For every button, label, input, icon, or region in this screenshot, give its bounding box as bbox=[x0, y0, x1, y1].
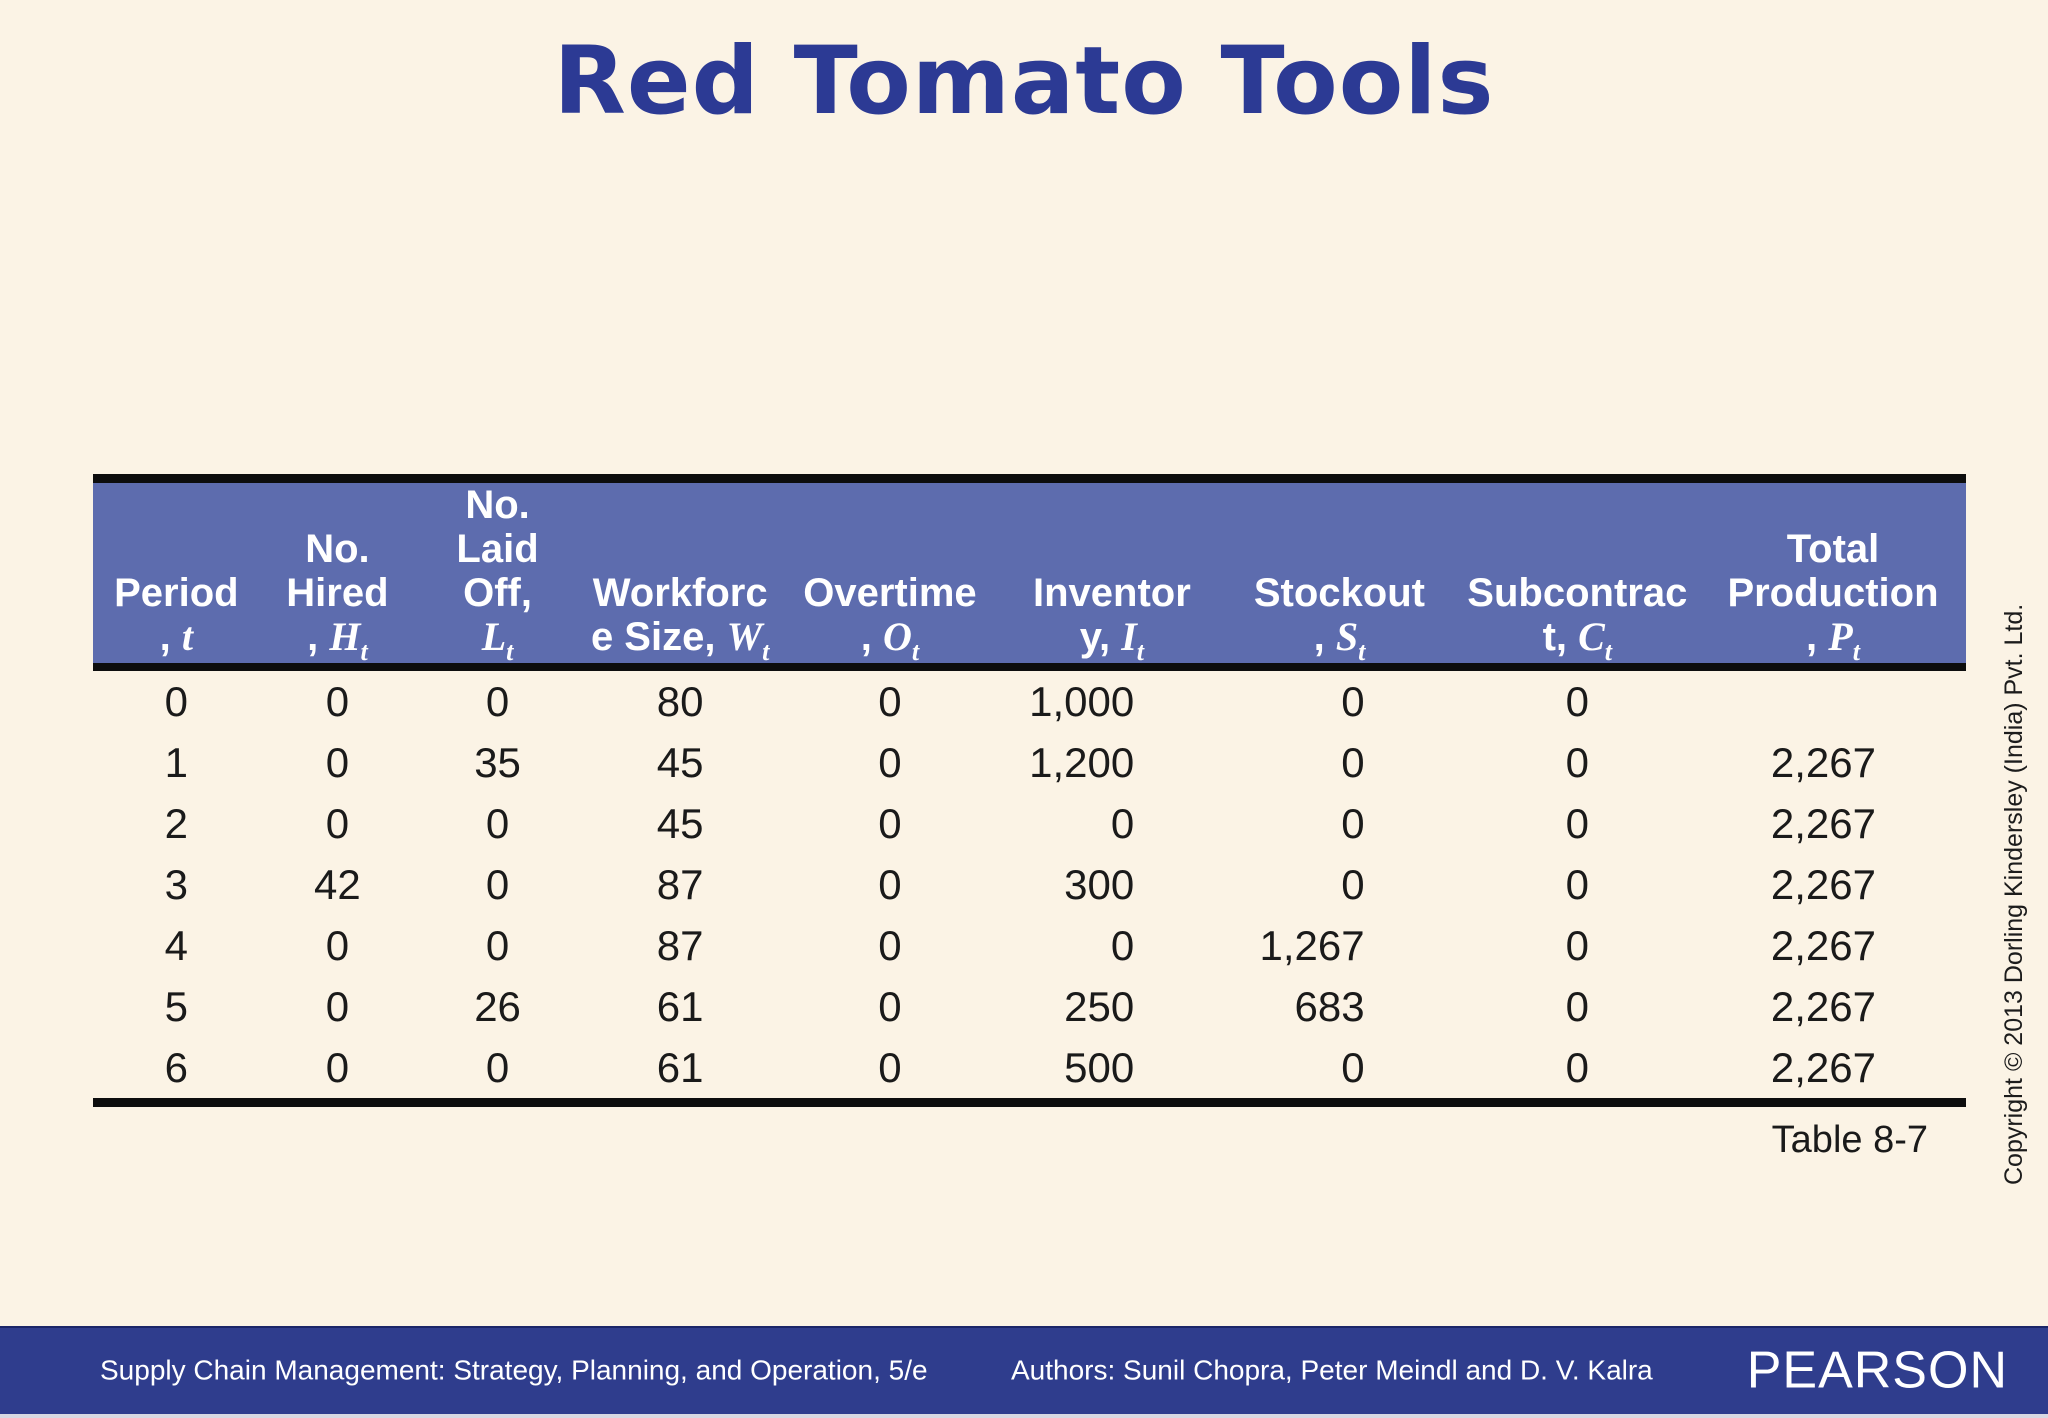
header-row: Period, t No. Hired, Ht No. Laid Off, Lt Workfo… bbox=[93, 478, 1966, 671]
table-cell: 1,267 bbox=[1259, 922, 1365, 969]
column-header: Stockout, St bbox=[1224, 478, 1455, 671]
table-cell: 3 bbox=[164, 861, 189, 908]
table-cell: 87 bbox=[656, 861, 704, 908]
table-cell: 0 bbox=[878, 739, 902, 786]
footer-authors: Authors: Sunil Chopra, Peter Meindl and … bbox=[1011, 1354, 1653, 1386]
table-cell: 61 bbox=[656, 983, 704, 1030]
table-row: 0 0 0 80 0 1,000 0 0 bbox=[93, 667, 1966, 732]
table-cell: 0 bbox=[1224, 1037, 1455, 1107]
table-cell: 0 bbox=[325, 678, 350, 725]
data-table: Period, t No. Hired, Ht No. Laid Off, Lt Workfo… bbox=[93, 474, 1966, 1107]
table-row: 2 0 0 45 0 0 0 0 2,267 bbox=[93, 793, 1966, 854]
table-cell: 2,267 bbox=[1699, 1037, 1966, 1107]
column-header: No. Hired, Ht bbox=[259, 478, 416, 671]
table-cell: 61 bbox=[579, 1037, 781, 1107]
table-cell: 42 bbox=[314, 861, 361, 908]
table-cell: 683 bbox=[1294, 983, 1365, 1030]
column-header: Total Production, Pt bbox=[1699, 478, 1966, 671]
table-cell: 0 bbox=[485, 800, 510, 847]
table-cell: 0 bbox=[1341, 678, 1365, 725]
column-header: No. Laid Off, Lt bbox=[415, 478, 580, 671]
table-cell: 0 bbox=[485, 861, 510, 908]
column-header: Overtime, Ot bbox=[780, 478, 1000, 671]
table-cell: 0 bbox=[1341, 739, 1365, 786]
column-header: Subcontrac t, Ct bbox=[1454, 478, 1700, 671]
table-cell: 1,000 bbox=[1029, 678, 1135, 725]
page-title: Red Tomato Tools bbox=[553, 27, 1495, 136]
table-cell: 0 bbox=[878, 983, 902, 1030]
table-row: 5 0 26 61 0 250 683 0 2,267 bbox=[93, 976, 1966, 1037]
table-cell: 500 bbox=[999, 1037, 1225, 1107]
table-cell: 80 bbox=[656, 678, 704, 725]
table-cell: 26 bbox=[474, 983, 521, 1030]
copyright-text: Copyright © 2013 Dorling Kindersley (Ind… bbox=[2000, 603, 2028, 1185]
table-cell: 0 bbox=[878, 922, 902, 969]
table-cell: 0 bbox=[878, 861, 902, 908]
table-cell: 250 bbox=[1064, 983, 1135, 1030]
table-row: 1 0 35 45 0 1,200 0 0 2,267 bbox=[93, 732, 1966, 793]
table-cell: 0 bbox=[1565, 983, 1589, 1030]
table-cell: 2,267 bbox=[1770, 800, 1876, 847]
table-cell: 45 bbox=[656, 739, 704, 786]
table-cell: 0 bbox=[164, 678, 189, 725]
footer-book-title: Supply Chain Management: Strategy, Plann… bbox=[100, 1354, 928, 1386]
table-cell: 2,267 bbox=[1770, 922, 1876, 969]
table-cell: 300 bbox=[1064, 861, 1135, 908]
aggregate-plan-table: Period, t No. Hired, Ht No. Laid Off, Lt Workfo… bbox=[93, 474, 1966, 1107]
table-cell bbox=[1700, 667, 1966, 732]
table-cell: 5 bbox=[164, 983, 189, 1030]
table-cell: 0 bbox=[1454, 1037, 1700, 1107]
table-cell: 0 bbox=[1565, 861, 1589, 908]
table-cell: 0 bbox=[325, 922, 350, 969]
table-cell: 0 bbox=[259, 1037, 416, 1107]
table-cell: 0 bbox=[1110, 800, 1135, 847]
table-cell: 2,267 bbox=[1770, 983, 1876, 1030]
table-cell: 0 bbox=[485, 922, 510, 969]
table-cell: 2 bbox=[164, 800, 189, 847]
table-cell: 0 bbox=[1341, 861, 1365, 908]
footer-bar: Supply Chain Management: Strategy, Plann… bbox=[0, 1326, 2048, 1418]
table-cell: 1,200 bbox=[1029, 739, 1135, 786]
table-cell: 1 bbox=[164, 739, 189, 786]
table-caption: Table 8-7 bbox=[1771, 1119, 1928, 1161]
table-cell: 0 bbox=[325, 739, 350, 786]
column-header: Period, t bbox=[93, 478, 260, 671]
table-cell: 0 bbox=[780, 1037, 1000, 1107]
table-cell: 0 bbox=[1565, 922, 1589, 969]
table-cell: 2,267 bbox=[1770, 739, 1876, 786]
table-row: 3 42 0 87 0 300 0 0 2,267 bbox=[93, 854, 1966, 915]
table-row: 4 0 0 87 0 0 1,267 0 2,267 bbox=[93, 915, 1966, 976]
table-cell: 0 bbox=[878, 678, 902, 725]
table-cell: 35 bbox=[474, 739, 521, 786]
table-cell: 87 bbox=[656, 922, 704, 969]
table-header: Period, t No. Hired, Ht No. Laid Off, Lt Workfo… bbox=[93, 478, 1966, 671]
table-cell: 4 bbox=[164, 922, 189, 969]
table-cell: 2,267 bbox=[1770, 861, 1876, 908]
table-cell: 6 bbox=[93, 1037, 260, 1107]
table-cell: 0 bbox=[1341, 800, 1365, 847]
table-row: 6 0 0 61 0 500 0 0 2,267 bbox=[93, 1037, 1966, 1107]
column-header: Workforc e Size, Wt bbox=[579, 478, 781, 671]
table-cell: 0 bbox=[1565, 739, 1589, 786]
table-cell: 0 bbox=[485, 678, 510, 725]
table-cell: 0 bbox=[325, 800, 350, 847]
table-cell: 0 bbox=[1565, 800, 1589, 847]
table-cell: 0 bbox=[1110, 922, 1135, 969]
table-cell: 0 bbox=[1565, 678, 1589, 725]
table-cell: 0 bbox=[415, 1037, 580, 1107]
table-cell: 0 bbox=[325, 983, 350, 1030]
column-header: Inventor y, It bbox=[999, 478, 1225, 671]
table-cell: 0 bbox=[878, 800, 902, 847]
table-body: 0 0 0 80 0 1,000 0 0 1 0 35 45 0 1,200 0 0 2,267 2 0 0 45 0 0 0… bbox=[93, 667, 1966, 1107]
pearson-logo: PEARSON bbox=[1746, 1341, 2008, 1400]
table-cell: 45 bbox=[656, 800, 704, 847]
